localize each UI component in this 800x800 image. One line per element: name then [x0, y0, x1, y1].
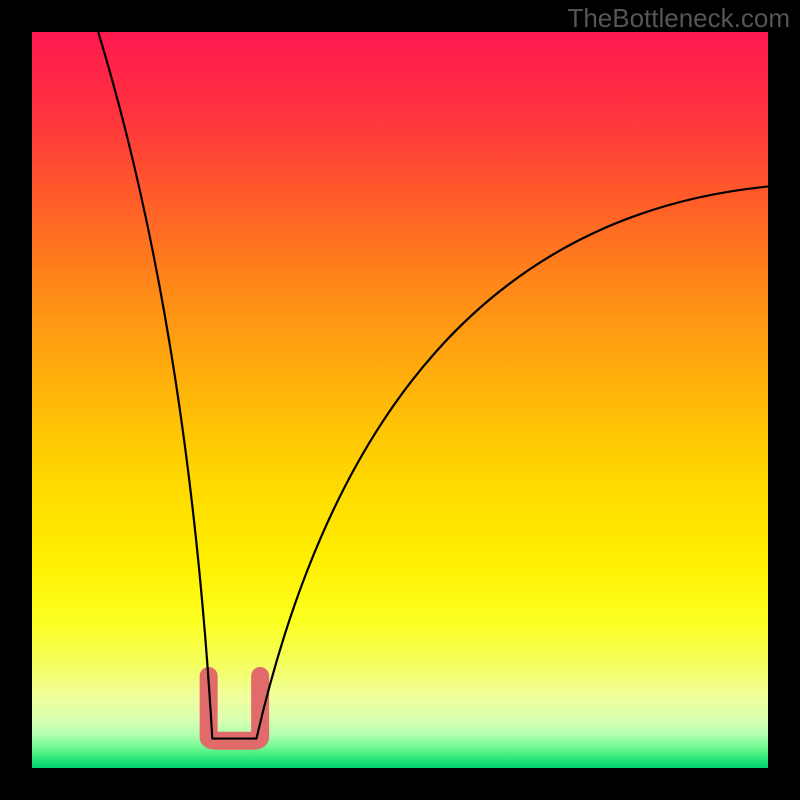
frame-bottom	[0, 768, 800, 800]
bottleneck-plot	[32, 32, 768, 768]
watermark-text: TheBottleneck.com	[567, 3, 790, 34]
frame-left	[0, 0, 32, 800]
gradient-background	[32, 32, 768, 768]
frame-right	[768, 0, 800, 800]
